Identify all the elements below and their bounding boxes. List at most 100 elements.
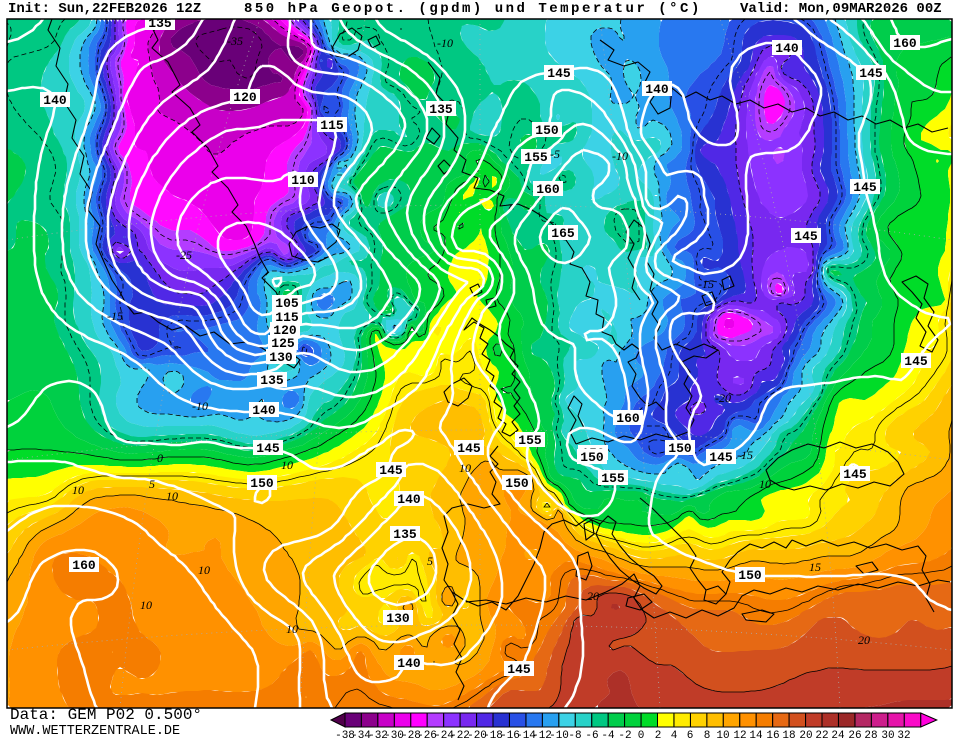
- svg-text:160: 160: [893, 36, 917, 51]
- svg-text:-10: -10: [437, 36, 453, 50]
- svg-text:145: 145: [853, 180, 877, 195]
- svg-text:22: 22: [815, 730, 828, 741]
- svg-text:105: 105: [275, 296, 299, 311]
- svg-text:-22: -22: [450, 730, 470, 741]
- svg-text:140: 140: [645, 82, 669, 97]
- svg-text:145: 145: [709, 450, 733, 465]
- svg-text:30: 30: [881, 730, 894, 741]
- svg-text:-15: -15: [698, 277, 714, 291]
- svg-text:10: 10: [716, 730, 729, 741]
- svg-text:130: 130: [386, 611, 410, 626]
- svg-text:10: 10: [459, 461, 471, 475]
- svg-text:10: 10: [198, 563, 210, 577]
- svg-text:24: 24: [831, 730, 845, 741]
- svg-text:115: 115: [275, 310, 299, 325]
- svg-text:18: 18: [782, 730, 795, 741]
- svg-text:6: 6: [687, 730, 694, 741]
- svg-text:-10: -10: [549, 730, 569, 741]
- svg-text:10: 10: [286, 622, 298, 636]
- svg-text:150: 150: [505, 476, 529, 491]
- svg-text:145: 145: [507, 662, 531, 677]
- svg-text:-14: -14: [516, 730, 536, 741]
- svg-text:-25: -25: [176, 248, 192, 262]
- svg-text:155: 155: [518, 433, 542, 448]
- svg-text:-16: -16: [500, 730, 520, 741]
- svg-text:145: 145: [379, 463, 403, 478]
- svg-text:-35: -35: [227, 34, 243, 48]
- svg-text:120: 120: [273, 323, 297, 338]
- svg-text:160: 160: [72, 558, 96, 573]
- svg-text:140: 140: [775, 41, 799, 56]
- svg-text:-12: -12: [532, 730, 552, 741]
- svg-text:140: 140: [397, 656, 421, 671]
- svg-text:140: 140: [252, 403, 276, 418]
- svg-text:-5: -5: [550, 147, 560, 161]
- svg-text:-15: -15: [107, 309, 123, 323]
- svg-text:145: 145: [794, 229, 818, 244]
- svg-text:160: 160: [536, 182, 560, 197]
- svg-text:10: 10: [140, 598, 152, 612]
- svg-text:0: 0: [157, 451, 163, 465]
- svg-text:140: 140: [397, 492, 421, 507]
- svg-text:14: 14: [749, 730, 763, 741]
- svg-text:110: 110: [291, 173, 315, 188]
- svg-text:160: 160: [616, 411, 640, 426]
- svg-text:16: 16: [766, 730, 779, 741]
- svg-text:-6: -6: [585, 730, 598, 741]
- svg-text:20: 20: [858, 633, 870, 647]
- svg-text:-15: -15: [737, 448, 753, 462]
- svg-text:150: 150: [580, 450, 604, 465]
- svg-text:135: 135: [260, 373, 284, 388]
- svg-text:145: 145: [859, 66, 883, 81]
- svg-text:155: 155: [601, 471, 625, 486]
- svg-text:10: 10: [281, 458, 293, 472]
- svg-text:145: 145: [457, 441, 481, 456]
- svg-text:-10: -10: [192, 399, 208, 413]
- svg-text:145: 145: [547, 66, 571, 81]
- svg-text:120: 120: [233, 90, 257, 105]
- svg-text:-30: -30: [384, 730, 404, 741]
- svg-text:145: 145: [256, 441, 280, 456]
- svg-text:-26: -26: [417, 730, 437, 741]
- svg-text:125: 125: [271, 336, 295, 351]
- svg-text:-4: -4: [601, 730, 615, 741]
- svg-text:32: 32: [897, 730, 910, 741]
- svg-text:150: 150: [535, 123, 559, 138]
- svg-text:-32: -32: [368, 730, 388, 741]
- svg-text:0: 0: [638, 730, 645, 741]
- svg-text:130: 130: [269, 350, 293, 365]
- svg-text:150: 150: [250, 476, 274, 491]
- svg-text:-8: -8: [568, 730, 581, 741]
- svg-text:28: 28: [864, 730, 877, 741]
- svg-text:5: 5: [427, 554, 433, 568]
- svg-text:-38: -38: [335, 730, 355, 741]
- svg-text:10: 10: [72, 483, 84, 497]
- svg-text:-20: -20: [715, 391, 731, 405]
- svg-text:-28: -28: [401, 730, 421, 741]
- svg-text:135: 135: [393, 527, 417, 542]
- svg-text:15: 15: [809, 560, 821, 574]
- svg-text:10: 10: [759, 477, 771, 491]
- svg-text:8: 8: [704, 730, 711, 741]
- svg-text:155: 155: [524, 150, 548, 165]
- svg-text:20: 20: [587, 589, 599, 603]
- svg-text:135: 135: [429, 102, 453, 117]
- svg-text:-2: -2: [618, 730, 631, 741]
- svg-text:10: 10: [166, 489, 178, 503]
- svg-text:145: 145: [843, 467, 867, 482]
- svg-text:-34: -34: [351, 730, 371, 741]
- svg-text:145: 145: [904, 354, 928, 369]
- svg-text:115: 115: [320, 118, 344, 133]
- svg-text:150: 150: [668, 441, 692, 456]
- svg-text:4: 4: [671, 730, 678, 741]
- svg-text:150: 150: [738, 568, 762, 583]
- svg-text:-18: -18: [483, 730, 503, 741]
- svg-text:140: 140: [43, 93, 67, 108]
- svg-text:-20: -20: [467, 730, 487, 741]
- svg-text:5: 5: [149, 477, 155, 491]
- svg-text:26: 26: [848, 730, 861, 741]
- svg-text:20: 20: [799, 730, 812, 741]
- svg-text:-10: -10: [612, 149, 628, 163]
- svg-text:12: 12: [733, 730, 746, 741]
- svg-text:165: 165: [551, 226, 575, 241]
